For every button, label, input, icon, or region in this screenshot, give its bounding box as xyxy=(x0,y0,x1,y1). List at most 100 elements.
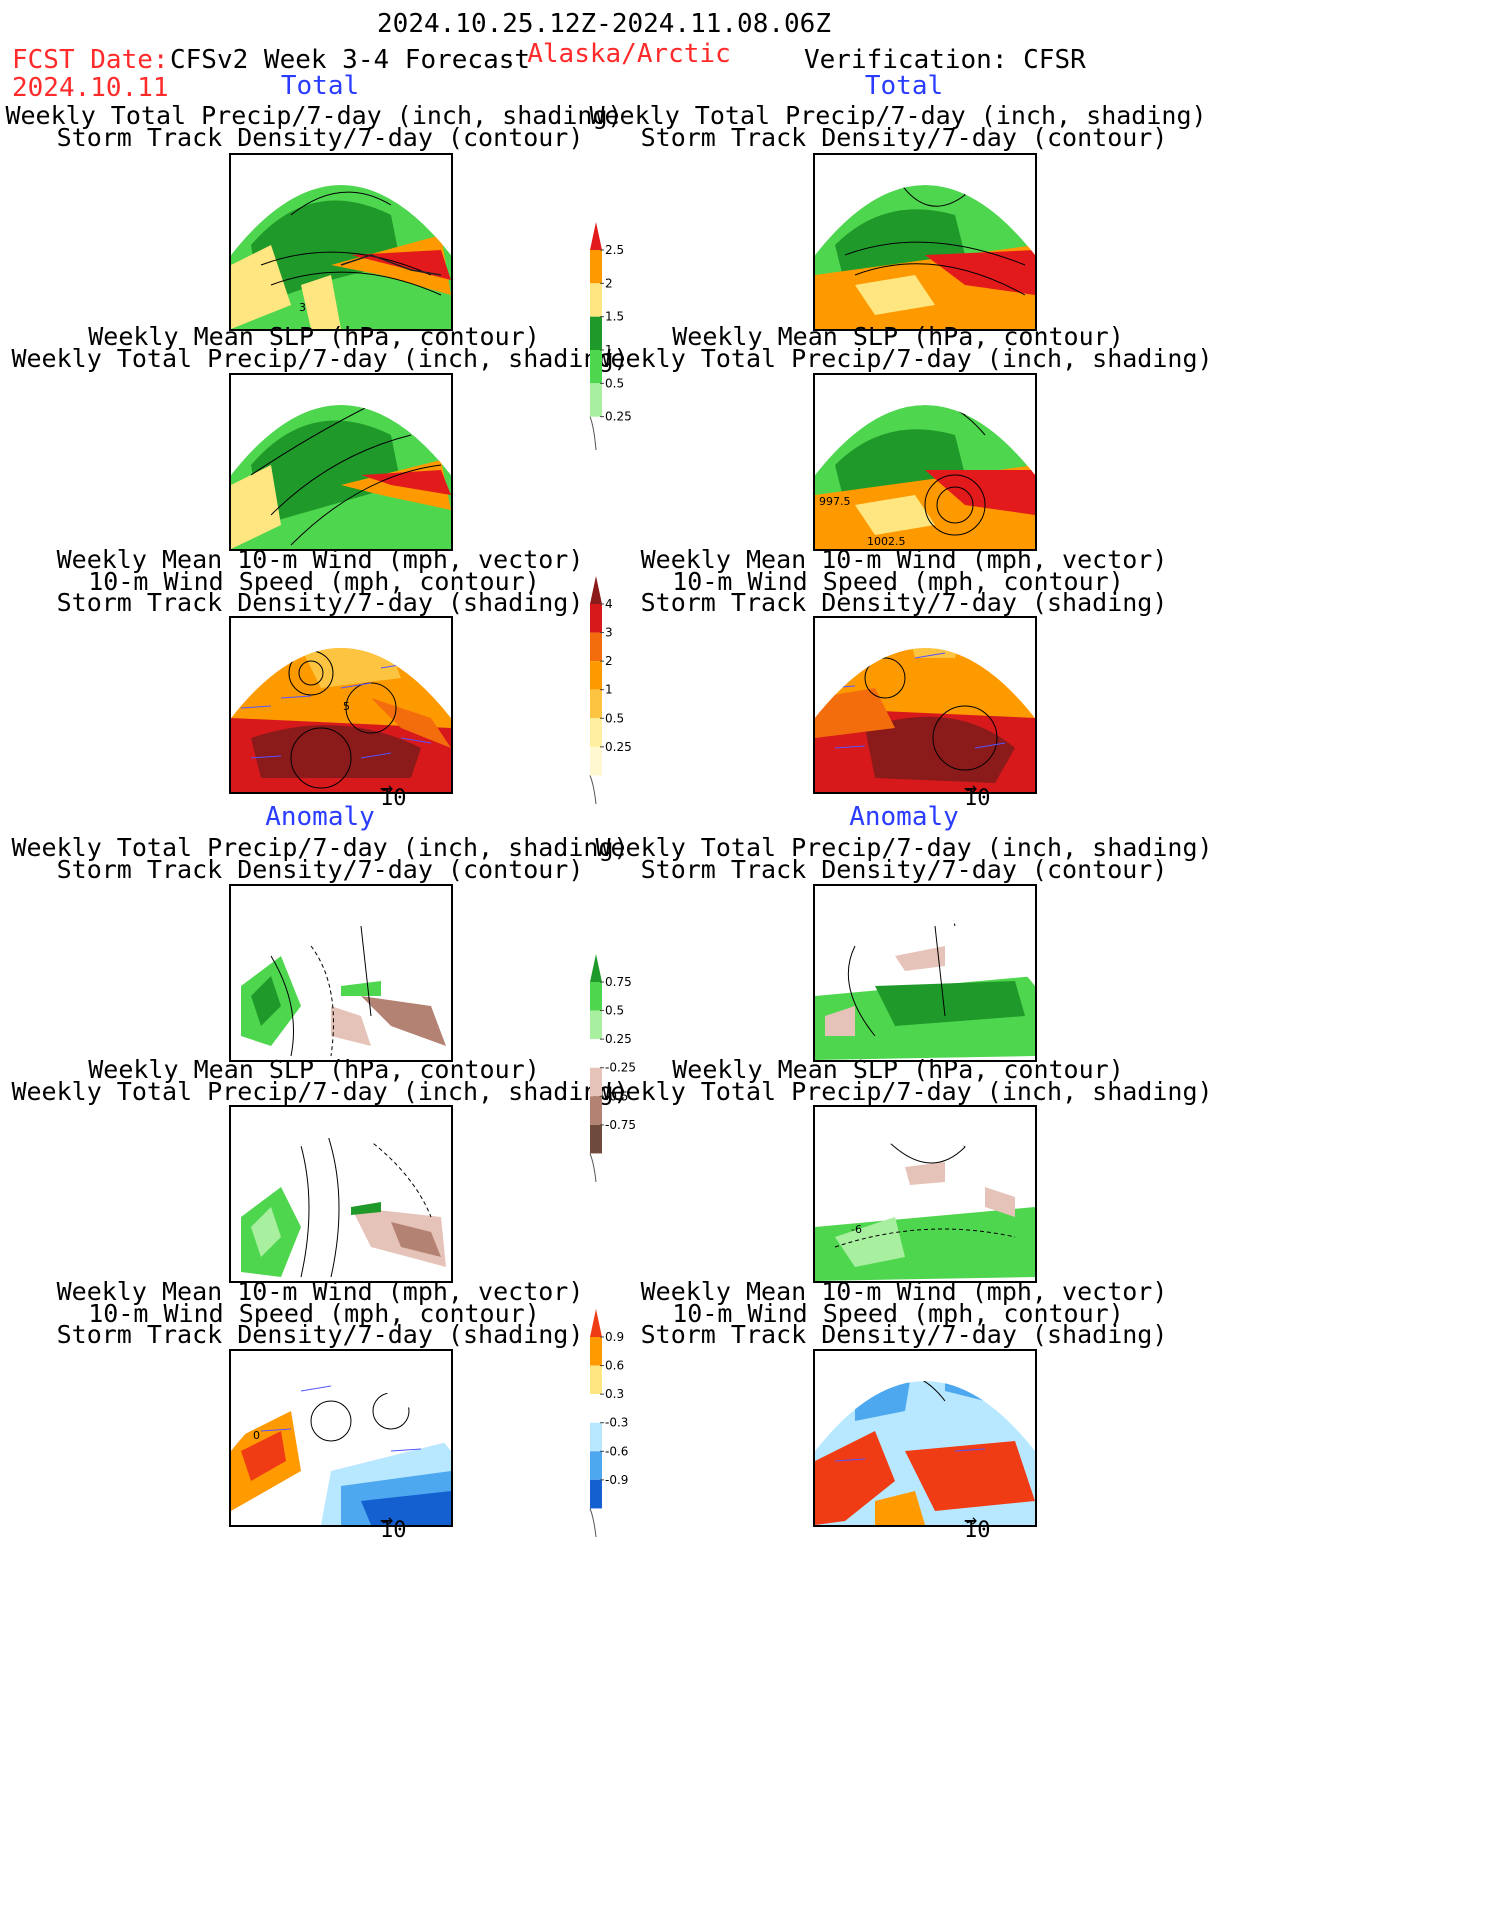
vector-ref-label: 10 xyxy=(380,786,407,811)
colorbar-tick-label: 1 xyxy=(605,683,613,697)
colorbar-segment xyxy=(590,954,602,982)
map-verif-total-precip-storm xyxy=(813,153,1037,331)
section-anomaly-right: Anomaly xyxy=(849,802,959,832)
map-fcst-total-slp-precip xyxy=(229,373,453,551)
title-verif-precip-2: Storm Track Density/7-day (contour) xyxy=(640,123,1168,152)
contour-label: 3 xyxy=(299,301,306,314)
colorbar-storm-total: 4 3 2 1 0.5 0.25 xyxy=(588,572,648,812)
vector-ref-label: 10 xyxy=(964,1518,991,1543)
title-fcst-anom-wind-3: Storm Track Density/7-day (shading) xyxy=(56,1320,584,1349)
section-total-right: Total xyxy=(864,71,944,101)
title-fcst-anom-wind-1: Weekly Mean 10-m Wind (mph, vector) xyxy=(56,1277,584,1306)
title-verif-wind-2: 10-m Wind Speed (mph, contour) xyxy=(672,567,1124,596)
title-verif-anom-wind-2: 10-m Wind Speed (mph, contour) xyxy=(672,1299,1124,1328)
colorbar-precip-total: 2.5 2 1.5 1 0.5 0.25 xyxy=(588,218,648,458)
colorbar-tick-label: 2 xyxy=(605,654,613,668)
title-fcst-wind-1: Weekly Mean 10-m Wind (mph, vector) xyxy=(56,545,584,574)
title-verif-slp-1: Weekly Mean SLP (hPa, contour) xyxy=(672,322,1124,351)
vector-ref-label: 10 xyxy=(964,786,991,811)
title-verif-slp-2: Weekly Total Precip/7-day (inch, shading… xyxy=(595,344,1213,373)
colorbar-tick-label: 1 xyxy=(605,343,613,357)
colorbar-segment xyxy=(590,1010,602,1040)
verification-label: Verification: CFSR xyxy=(804,45,1086,75)
colorbar-tick-label: -0.75 xyxy=(605,1118,636,1132)
colorbar-tick-label: 0.3 xyxy=(605,1387,624,1401)
map-fcst-total-wind-storm: 5 xyxy=(229,616,453,794)
vector-ref-arrow: → xyxy=(964,776,978,801)
colorbar-segment xyxy=(590,350,602,384)
colorbar-segment xyxy=(590,250,602,284)
map-fcst-anom-slp-precip xyxy=(229,1105,453,1283)
contour-label: 5 xyxy=(343,700,350,713)
colorbar-tick-label: -0.3 xyxy=(605,1416,628,1430)
colorbar-segment xyxy=(590,604,602,633)
title-verif-anom-wind-1: Weekly Mean 10-m Wind (mph, vector) xyxy=(640,1277,1168,1306)
title-fcst-wind-2: 10-m Wind Speed (mph, contour) xyxy=(88,567,540,596)
map-verif-anom-precip-storm xyxy=(813,884,1037,1062)
colorbar-tick-label: 2.5 xyxy=(605,243,624,257)
title-fcst-anom-slp-2: Weekly Total Precip/7-day (inch, shading… xyxy=(11,1077,629,1106)
title-fcst-slp-1: Weekly Mean SLP (hPa, contour) xyxy=(88,322,540,351)
colorbar-tick-label: 0.5 xyxy=(605,376,624,390)
map-verif-anom-wind-storm xyxy=(813,1349,1037,1527)
colorbar-tick-label: 0.5 xyxy=(605,1004,624,1018)
vector-ref-arrow: → xyxy=(380,776,394,801)
colorbar-segment xyxy=(590,222,602,250)
title-fcst-anom-wind-2: 10-m Wind Speed (mph, contour) xyxy=(88,1299,540,1328)
title-fcst-anom-precip-1: Weekly Total Precip/7-day (inch, shading… xyxy=(11,833,629,862)
colorbar-segment xyxy=(590,1365,602,1395)
colorbar-segment xyxy=(590,632,602,662)
title-fcst-wind-3: Storm Track Density/7-day (shading) xyxy=(56,588,584,617)
colorbar-segment xyxy=(590,316,602,350)
colorbar-tick-label: 0.6 xyxy=(605,1359,624,1373)
colorbar-tick-label: -0.5 xyxy=(605,1089,628,1103)
title-fcst-slp-2: Weekly Total Precip/7-day (inch, shading… xyxy=(11,344,629,373)
section-total-left: Total xyxy=(280,71,360,101)
title-verif-wind-1: Weekly Mean 10-m Wind (mph, vector) xyxy=(640,545,1168,574)
colorbar-segment xyxy=(590,576,602,604)
colorbar-precip-anomaly: 0.75 0.5 0.25 -0.25 -0.5 -0.75 xyxy=(588,950,648,1190)
colorbar-tick-label: -0.6 xyxy=(605,1444,628,1458)
contour-label: 1002.5 xyxy=(867,535,906,548)
colorbar-tick-label: 0.25 xyxy=(605,410,632,424)
colorbar-storm-anomaly: 0.9 0.6 0.3 -0.3 -0.6 -0.9 xyxy=(588,1305,648,1545)
vector-ref-label: 10 xyxy=(380,1518,407,1543)
colorbar-segment xyxy=(590,1067,602,1097)
title-verif-anom-wind-3: Storm Track Density/7-day (shading) xyxy=(640,1320,1168,1349)
title-verif-anom-slp-1: Weekly Mean SLP (hPa, contour) xyxy=(672,1055,1124,1084)
title-verif-precip-1: Weekly Total Precip/7-day (inch, shading… xyxy=(589,101,1207,130)
colorbar-segment xyxy=(590,1039,602,1068)
map-verif-total-wind-storm xyxy=(813,616,1037,794)
title-fcst-precip-2: Storm Track Density/7-day (contour) xyxy=(56,123,584,152)
colorbar-tick-label: -0.25 xyxy=(605,1061,636,1075)
colorbar-tick-label: 0.75 xyxy=(605,975,632,989)
colorbar-tick-label: 0.25 xyxy=(605,1032,632,1046)
colorbar-tick-label: 0.25 xyxy=(605,740,632,754)
map-fcst-total-precip-storm: 3 xyxy=(229,153,453,331)
colorbar-segment xyxy=(590,718,602,747)
section-anomaly-left: Anomaly xyxy=(265,802,375,832)
region-label: Alaska/Arctic xyxy=(527,39,731,69)
colorbar-segment xyxy=(590,1096,602,1125)
colorbar-segment xyxy=(590,746,602,776)
colorbar-segment xyxy=(590,383,602,417)
title-verif-anom-precip-2: Storm Track Density/7-day (contour) xyxy=(640,855,1168,884)
colorbar-segment xyxy=(590,1479,602,1509)
colorbar-tick-label: 3 xyxy=(605,626,613,640)
colorbar-tick-label: 0.9 xyxy=(605,1330,624,1344)
colorbar-tick-label: 1.5 xyxy=(605,310,624,324)
colorbar-tail xyxy=(589,1508,597,1538)
colorbar-segment xyxy=(590,283,602,317)
colorbar-segment xyxy=(590,982,602,1011)
fcst-date-label: FCST Date: xyxy=(12,45,169,75)
title-fcst-anom-slp-1: Weekly Mean SLP (hPa, contour) xyxy=(88,1055,540,1084)
colorbar-tail xyxy=(589,1153,597,1183)
title-verif-wind-3: Storm Track Density/7-day (shading) xyxy=(640,588,1168,617)
fcst-date-value: 2024.10.11 xyxy=(12,73,169,103)
colorbar-tick-label: 0.5 xyxy=(605,711,624,725)
date-range-title: 2024.10.25.12Z-2024.11.08.06Z xyxy=(377,9,831,39)
colorbar-tick-label: -0.9 xyxy=(605,1473,628,1487)
model-label: CFSv2 Week 3-4 Forecast xyxy=(170,45,531,75)
colorbar-segment xyxy=(590,1394,602,1423)
